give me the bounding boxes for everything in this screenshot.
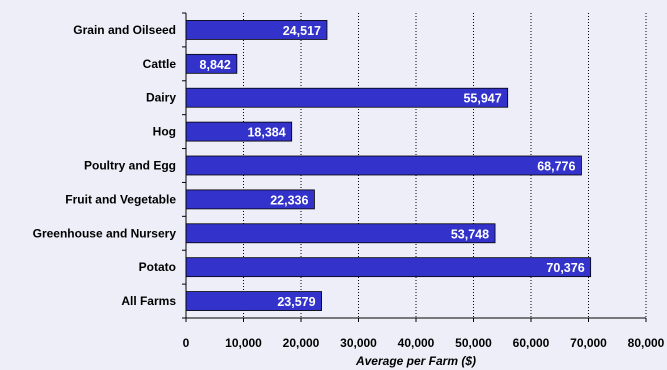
x-axis-title: Average per Farm ($) <box>355 354 476 368</box>
category-label: Cattle <box>143 57 177 71</box>
data-labels: 24,517 8,842 55,947 18,384 68,776 22,336 53,74… <box>200 24 585 309</box>
x-tick-label: 70,000 <box>570 336 607 350</box>
x-tick-label: 10,000 <box>225 336 262 350</box>
data-label: 18,384 <box>247 126 285 140</box>
x-tick-label: 50,000 <box>455 336 492 350</box>
data-label: 24,517 <box>283 24 321 38</box>
data-label: 22,336 <box>270 193 308 207</box>
x-tick-labels: 0 10,000 20,000 30,000 40,000 50,000 60,000 70,… <box>183 318 665 350</box>
category-label: Hog <box>153 125 176 139</box>
bar <box>185 257 592 278</box>
data-label: 23,579 <box>277 295 315 309</box>
data-label: 53,748 <box>451 227 489 241</box>
category-label: Fruit and Vegetable <box>65 192 176 206</box>
category-label: Poultry and Egg <box>84 159 176 173</box>
x-tick-label: 80,000 <box>628 336 665 350</box>
category-label: Dairy <box>146 91 176 105</box>
data-label: 68,776 <box>537 160 575 174</box>
x-tick-label: 40,000 <box>398 336 435 350</box>
category-label: All Farms <box>121 294 176 308</box>
bar <box>185 223 496 244</box>
category-label: Grain and Oilseed <box>73 23 176 37</box>
x-tick-label: 30,000 <box>340 336 377 350</box>
bar <box>185 87 509 108</box>
data-label: 55,947 <box>463 92 501 106</box>
data-label: 8,842 <box>200 58 231 72</box>
category-label: Potato <box>139 260 176 274</box>
bars <box>185 20 592 311</box>
x-tick-label: 60,000 <box>513 336 550 350</box>
bar <box>185 155 582 176</box>
category-labels: Grain and Oilseed Cattle Dairy Hog Poultry a… <box>33 23 177 308</box>
category-label: Greenhouse and Nursery <box>33 226 177 240</box>
x-tick-label: 20,000 <box>283 336 320 350</box>
x-tick-label: 0 <box>183 336 190 350</box>
data-label: 70,376 <box>546 261 584 275</box>
